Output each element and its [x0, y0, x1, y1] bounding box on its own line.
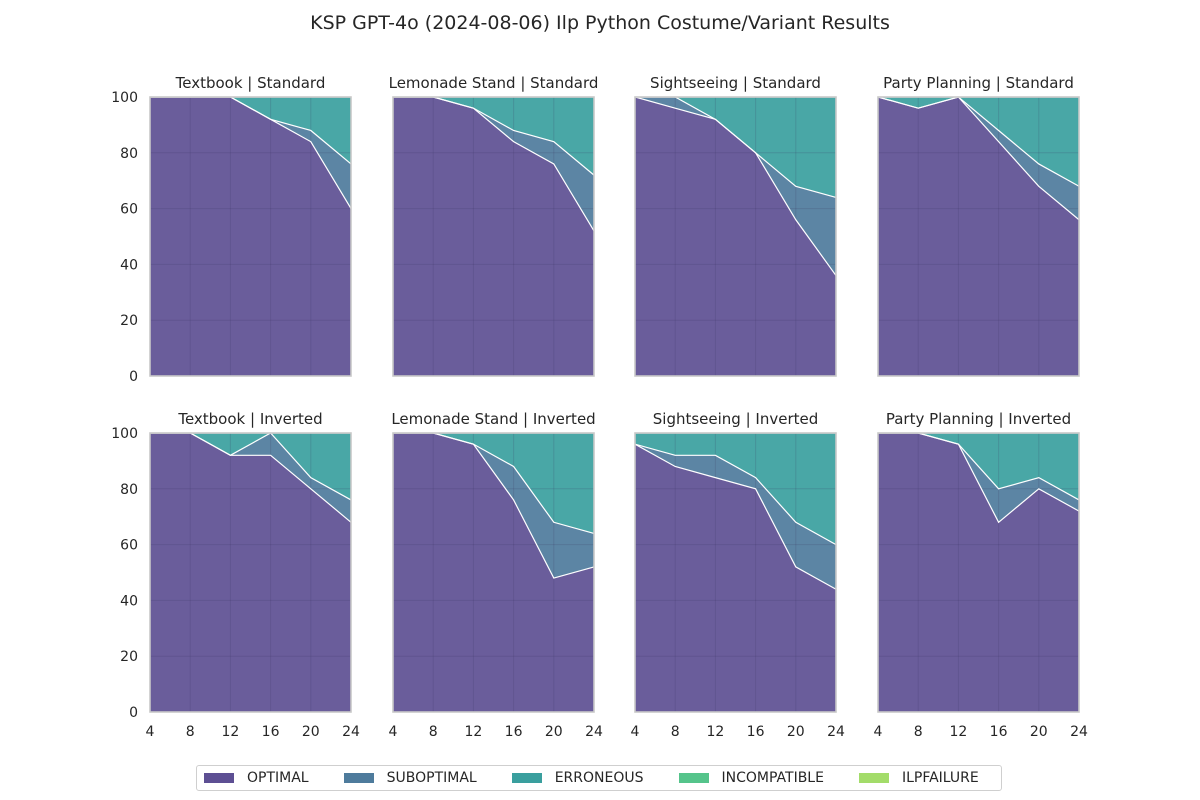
subplot-6: Lemonade Stand | Inverted 4 8 12 16 20 24	[389, 410, 603, 740]
x-tick-label: 16	[990, 724, 1008, 740]
y-tick-label: 0	[129, 705, 138, 721]
x-tick-label: 16	[747, 724, 765, 740]
boundary-suboptimal	[634, 443, 837, 546]
x-tick-label: 20	[302, 724, 320, 740]
y-tick-label: 40	[120, 593, 138, 609]
x-tick-label: 8	[429, 724, 438, 740]
x-tick-label: 24	[827, 724, 845, 740]
subplot-title: Lemonade Stand | Inverted	[391, 410, 595, 428]
subplot-5: Textbook | Inverted 0 20 40 60 80 100 4 8 12 16 20 2…	[111, 410, 360, 740]
legend-item-optimal: OPTIMAL	[204, 770, 309, 786]
x-tick-label: 24	[1070, 724, 1088, 740]
x-tick-label: 8	[914, 724, 923, 740]
area-suboptimal	[635, 444, 836, 590]
area-suboptimal	[393, 433, 594, 579]
x-tick-label: 4	[389, 724, 398, 740]
subplot-title: Party Planning | Standard	[883, 74, 1074, 92]
area-erroneous	[878, 97, 1079, 187]
plot-frame	[877, 96, 1080, 377]
subplot-7: Sightseeing | Inverted 4 8 12 16 20 24	[631, 410, 845, 740]
subplot-title: Textbook | Inverted	[177, 410, 322, 428]
legend-swatch	[678, 773, 709, 783]
area-optimal	[878, 97, 1079, 376]
area-erroneous	[393, 97, 594, 176]
area-optimal	[393, 433, 594, 712]
x-tick-label: 16	[262, 724, 280, 740]
subplot-title: Party Planning | Inverted	[886, 410, 1071, 428]
area-optimal	[635, 444, 836, 712]
plot-frame	[392, 432, 595, 713]
area-suboptimal	[878, 433, 1079, 523]
y-tick-label: 0	[129, 369, 138, 385]
y-tick-label: 60	[120, 202, 138, 218]
boundary-optimal	[634, 443, 837, 590]
x-tick-label: 12	[949, 724, 967, 740]
x-tick-label: 20	[1030, 724, 1048, 740]
area-erroneous	[635, 433, 836, 545]
legend-label: ERRONEOUS	[554, 770, 644, 786]
x-tick-label: 20	[545, 724, 563, 740]
plot-frame	[634, 432, 837, 713]
subplot-4: Party Planning | Standard	[877, 74, 1080, 377]
x-tick-label: 24	[342, 724, 360, 740]
plot-frame	[392, 96, 595, 377]
legend-swatch	[858, 773, 889, 783]
legend-label: SUBOPTIMAL	[386, 770, 477, 786]
x-tick-label: 8	[671, 724, 680, 740]
area-optimal	[150, 97, 351, 376]
subplot-title: Textbook | Standard	[175, 74, 326, 92]
subplot-title: Lemonade Stand | Standard	[389, 74, 599, 92]
area-optimal	[635, 97, 836, 376]
subplot-3: Sightseeing | Standard	[634, 74, 837, 377]
legend-item-erroneous: ERRONEOUS	[511, 770, 644, 786]
y-tick-label: 100	[111, 90, 138, 106]
legend-label: OPTIMAL	[247, 770, 309, 786]
area-erroneous	[635, 97, 836, 198]
legend-item-ilpfailure: ILPFAILURE	[858, 770, 979, 786]
legend-label: INCOMPATIBLE	[721, 770, 824, 786]
x-tick-label: 20	[787, 724, 805, 740]
x-tick-label: 24	[585, 724, 603, 740]
subplot-title: Sightseeing | Standard	[650, 74, 821, 92]
plot-frame	[877, 432, 1080, 713]
area-optimal	[878, 433, 1079, 712]
subplot-2: Lemonade Stand | Standard	[389, 74, 599, 377]
plot-frame	[149, 96, 352, 377]
x-tick-label: 16	[505, 724, 523, 740]
x-tick-label: 12	[221, 724, 239, 740]
area-optimal	[393, 97, 594, 376]
y-tick-label: 20	[120, 649, 138, 665]
x-tick-label: 8	[186, 724, 195, 740]
y-tick-label: 80	[120, 482, 138, 498]
boundary-suboptimal	[877, 96, 1080, 187]
area-optimal	[150, 433, 351, 712]
subplot-8: Party Planning | Inverted 4 8 12 16 20 24	[874, 410, 1088, 740]
y-tick-label: 60	[120, 538, 138, 554]
plot-frame	[149, 432, 352, 713]
subplot-1: Textbook | Standard 0 20 40 60 80 100	[111, 74, 352, 385]
area-erroneous	[150, 97, 351, 164]
legend-item-suboptimal: SUBOPTIMAL	[343, 770, 477, 786]
x-tick-label: 12	[464, 724, 482, 740]
legend-swatch	[343, 773, 374, 783]
legend-label: ILPFAILURE	[901, 770, 979, 786]
area-erroneous	[150, 433, 351, 500]
y-tick-label: 80	[120, 146, 138, 162]
x-tick-label: 12	[706, 724, 724, 740]
x-tick-label: 4	[146, 724, 155, 740]
x-tick-label: 4	[874, 724, 883, 740]
legend-item-incompatible: INCOMPATIBLE	[678, 770, 824, 786]
subplot-title: Sightseeing | Inverted	[653, 410, 819, 428]
legend: OPTIMAL SUBOPTIMAL ERRONEOUS INCOMPATIBLE IL…	[196, 765, 1002, 791]
plot-frame	[634, 96, 837, 377]
legend-swatch	[204, 773, 234, 783]
legend-swatch	[511, 773, 542, 783]
y-tick-label: 40	[120, 257, 138, 273]
y-tick-label: 20	[120, 313, 138, 329]
x-tick-label: 4	[631, 724, 640, 740]
chart-title: KSP GPT-4o (2024-08-06) Ilp Python Costu…	[310, 12, 890, 34]
y-tick-label: 100	[111, 426, 138, 442]
